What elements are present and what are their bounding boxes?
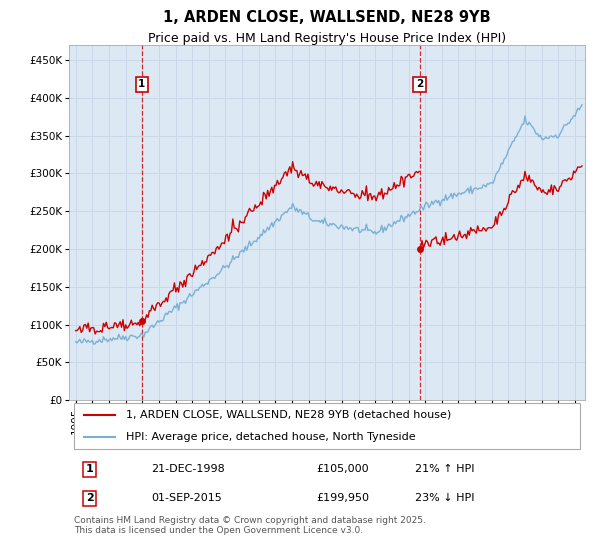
Text: 21-DEC-1998: 21-DEC-1998	[152, 464, 226, 474]
Text: £199,950: £199,950	[317, 493, 370, 503]
FancyBboxPatch shape	[74, 403, 580, 449]
Text: 1: 1	[138, 79, 145, 89]
Text: 1, ARDEN CLOSE, WALLSEND, NE28 9YB (detached house): 1, ARDEN CLOSE, WALLSEND, NE28 9YB (deta…	[126, 410, 451, 419]
Text: £105,000: £105,000	[317, 464, 370, 474]
Text: 23% ↓ HPI: 23% ↓ HPI	[415, 493, 474, 503]
Text: 01-SEP-2015: 01-SEP-2015	[152, 493, 223, 503]
Text: 1, ARDEN CLOSE, WALLSEND, NE28 9YB: 1, ARDEN CLOSE, WALLSEND, NE28 9YB	[163, 10, 491, 25]
Text: 2: 2	[416, 79, 424, 89]
Text: HPI: Average price, detached house, North Tyneside: HPI: Average price, detached house, Nort…	[126, 432, 415, 442]
Text: 1: 1	[86, 464, 94, 474]
Text: 2: 2	[86, 493, 94, 503]
Text: 21% ↑ HPI: 21% ↑ HPI	[415, 464, 474, 474]
Title: Price paid vs. HM Land Registry's House Price Index (HPI): Price paid vs. HM Land Registry's House …	[148, 32, 506, 45]
Text: Contains HM Land Registry data © Crown copyright and database right 2025.
This d: Contains HM Land Registry data © Crown c…	[74, 516, 426, 535]
